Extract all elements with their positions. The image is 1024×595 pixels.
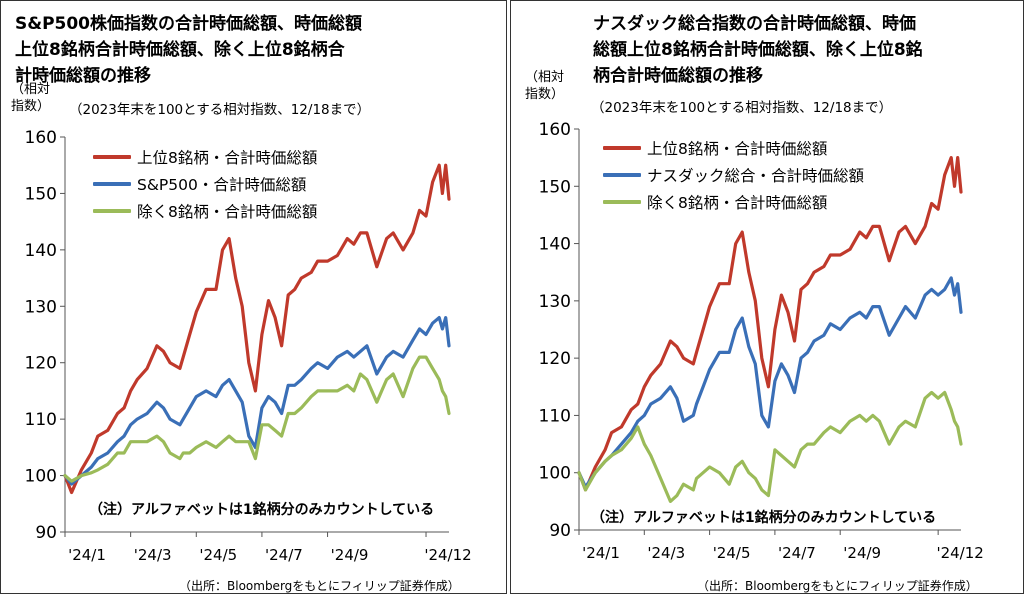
chart-subtitle: （2023年末を100とする相対指数、12/18まで） xyxy=(591,100,893,116)
series-line-1 xyxy=(577,276,963,489)
y-tick-label: 130 xyxy=(25,297,57,317)
x-tick-label: '24/1 xyxy=(68,546,106,564)
axes: 90 100 110 120 130 140 150 160 '24/1 '24/3 '24/5 '2… xyxy=(539,120,984,562)
y-tick-label: 90 xyxy=(549,521,571,541)
legend-label: 除く8銘柄・合計時価総額 xyxy=(647,193,828,212)
chart-title-line-1: ナスダック総合指数の合計時価総額、時価 xyxy=(593,14,916,34)
chart-plot-left: 90 100 110 120 130 140 150 160 '24/1 '24/3 '24/5 '2… xyxy=(25,128,472,564)
chart-source: （出所：Bloombergをもとにフィリップ証券作成） xyxy=(179,579,460,593)
legend-label: ナスダック総合・合計時価総額 xyxy=(647,166,865,185)
y-axis-unit-label: （相対 指数） xyxy=(11,81,50,115)
legend-item-top8: 上位8銘柄・合計時価総額 xyxy=(603,134,864,161)
y-tick-label: 140 xyxy=(539,235,571,255)
series-line-2 xyxy=(577,390,963,503)
x-tick-label: '24/1 xyxy=(582,544,620,562)
chart-note: （注）アルファベットは1銘柄分のみカウントしている xyxy=(89,502,435,518)
legend-swatch-blue xyxy=(93,181,131,186)
legend-swatch-red xyxy=(93,154,131,159)
y-unit-line-1: （相対 xyxy=(11,82,51,97)
x-tick-label: '24/7 xyxy=(778,544,816,562)
legend-label: 除く8銘柄・合計時価総額 xyxy=(137,202,318,221)
y-tick-label: 90 xyxy=(35,523,57,543)
y-axis-unit-label: （相対 指数） xyxy=(525,69,564,103)
y-tick-label: 160 xyxy=(25,128,57,148)
chart-source: （出所：Bloombergをもとにフィリップ証券作成） xyxy=(697,579,978,593)
series-line-0 xyxy=(577,156,963,492)
chart-panel-right: ナスダック総合指数の合計時価総額、時価 総額上位8銘柄合計時価総額、除く上位8銘… xyxy=(510,0,1024,594)
x-tick-label: '24/5 xyxy=(713,544,751,562)
chart-title-line-2: 総額上位8銘柄合計時価総額、除く上位8銘 xyxy=(593,40,923,60)
x-tick-label: '24/3 xyxy=(647,544,685,562)
x-tick-label: '24/9 xyxy=(843,544,881,562)
chart-legend: 上位8銘柄・合計時価総額 S&P500・合計時価総額 除く8銘柄・合計時価総額 xyxy=(93,143,317,224)
legend-item-index: ナスダック総合・合計時価総額 xyxy=(603,161,864,188)
x-tick-label: '24/5 xyxy=(199,546,237,564)
legend-item-top8: 上位8銘柄・合計時価総額 xyxy=(93,143,317,170)
y-tick-label: 150 xyxy=(25,184,57,204)
legend-label: S&P500・合計時価総額 xyxy=(137,175,307,194)
chart-title-line-3: 柄合計時価総額の推移 xyxy=(593,66,763,86)
legend-swatch-blue xyxy=(603,172,641,177)
chart-panel-left: S&P500株価指数の合計時価総額、時価総額 上位8銘柄合計時価総額、除く上位8… xyxy=(0,0,507,594)
chart-title: ナスダック総合指数の合計時価総額、時価 総額上位8銘柄合計時価総額、除く上位8銘… xyxy=(593,11,923,89)
series-line-1 xyxy=(63,316,451,486)
y-tick-label: 150 xyxy=(539,177,571,197)
y-tick-label: 100 xyxy=(25,467,57,487)
y-unit-line-2: 指数） xyxy=(525,87,565,102)
y-unit-line-1: （相対 xyxy=(525,70,565,85)
chart-note: （注）アルファベットは1銘柄分のみカウントしている xyxy=(591,510,937,526)
x-tick-label: '24/9 xyxy=(331,546,369,564)
y-tick-label: 130 xyxy=(539,292,571,312)
legend-swatch-green xyxy=(93,208,131,213)
legend-item-ex8: 除く8銘柄・合計時価総額 xyxy=(93,197,317,224)
legend-item-ex8: 除く8銘柄・合計時価総額 xyxy=(603,188,864,215)
chart-legend: 上位8銘柄・合計時価総額 ナスダック総合・合計時価総額 除く8銘柄・合計時価総額 xyxy=(603,134,864,215)
legend-label: 上位8銘柄・合計時価総額 xyxy=(137,148,318,167)
legend-label: 上位8銘柄・合計時価総額 xyxy=(647,139,828,158)
y-tick-label: 120 xyxy=(25,354,57,374)
chart-title: S&P500株価指数の合計時価総額、時価総額 上位8銘柄合計時価総額、除く上位8… xyxy=(15,11,362,89)
x-tick-label: '24/12 xyxy=(424,546,471,564)
chart-title-line-2: 上位8銘柄合計時価総額、除く上位8銘柄合 xyxy=(15,40,345,60)
chart-plot-right: 90 100 110 120 130 140 150 160 '24/1 '24/3 '24/5 '2… xyxy=(539,120,984,562)
axes: 90 100 110 120 130 140 150 160 '24/1 '24/3 '24/5 '2… xyxy=(25,128,472,564)
y-tick-label: 100 xyxy=(539,464,571,484)
series-line-2 xyxy=(63,355,451,483)
x-tick-label: '24/12 xyxy=(936,544,983,562)
chart-title-line-1: S&P500株価指数の合計時価総額、時価総額 xyxy=(15,14,363,34)
legend-swatch-green xyxy=(603,199,641,204)
x-tick-label: '24/3 xyxy=(134,546,172,564)
y-tick-label: 160 xyxy=(539,120,571,140)
y-unit-line-2: 指数） xyxy=(11,99,51,114)
x-tick-label: '24/7 xyxy=(265,546,303,564)
chart-subtitle: （2023年末を100とする相対指数、12/18まで） xyxy=(69,102,371,118)
y-tick-label: 110 xyxy=(539,406,571,426)
y-tick-label: 110 xyxy=(25,410,57,430)
series-line-0 xyxy=(63,163,451,495)
chart-title-line-3: 計時価総額の推移 xyxy=(15,66,151,86)
legend-swatch-red xyxy=(603,145,641,150)
legend-item-index: S&P500・合計時価総額 xyxy=(93,170,317,197)
y-tick-label: 140 xyxy=(25,241,57,261)
y-tick-label: 120 xyxy=(539,349,571,369)
